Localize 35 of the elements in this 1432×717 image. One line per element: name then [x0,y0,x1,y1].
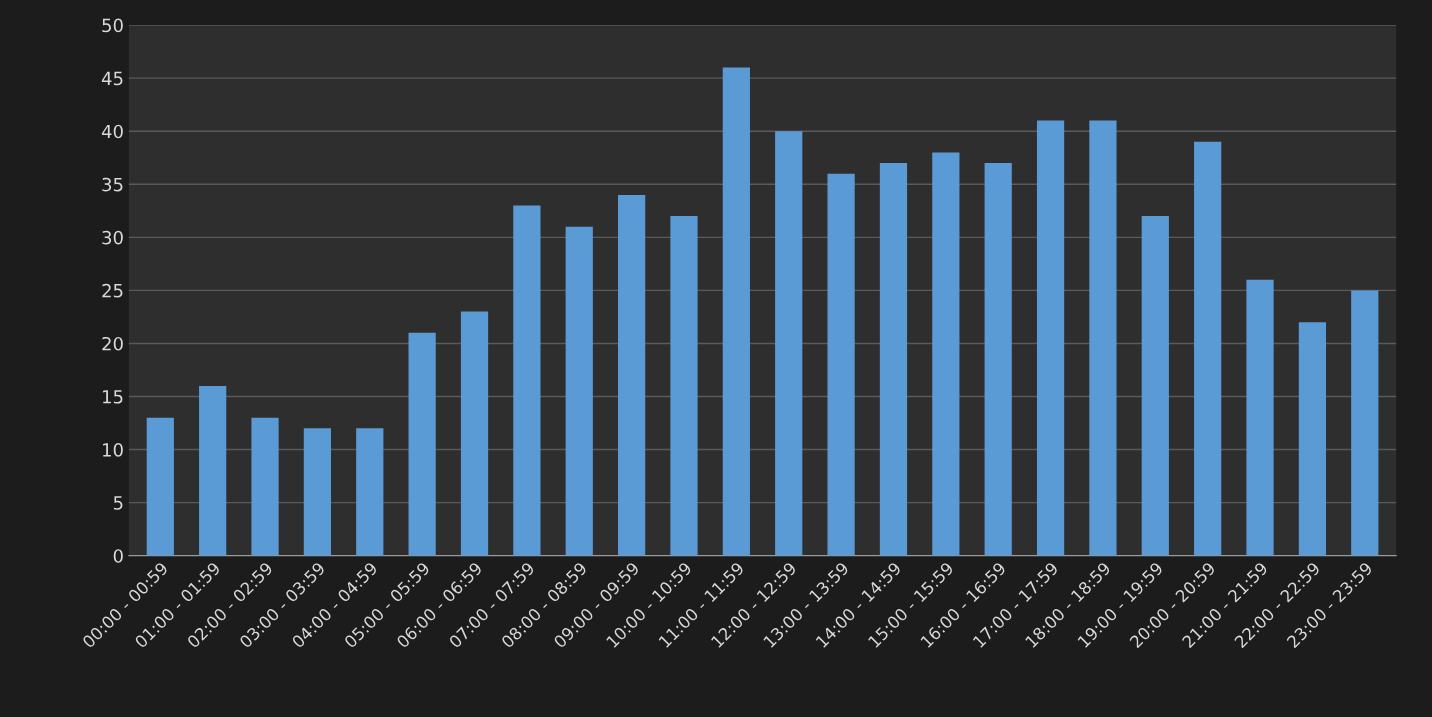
bar [1351,290,1379,556]
bar [670,216,698,556]
bar [984,163,1012,556]
bar [303,428,332,556]
bar [618,194,646,556]
bar [932,152,960,556]
y-tick-label: 5 [113,496,123,510]
bar [513,205,541,556]
bar [1141,216,1169,556]
bar [146,417,174,556]
y-tick-label: 45 [101,71,123,86]
bar [1036,120,1065,556]
bar [1089,120,1117,556]
y-tick-label: 20 [102,336,123,351]
y-tick-label: 0 [113,549,123,563]
y-tick-label: 25 [102,283,123,298]
bar [356,428,384,556]
bar [827,173,855,556]
bar [1246,279,1274,556]
bar [460,311,489,556]
bar [775,131,803,556]
y-tick-label: 40 [101,124,123,139]
y-tick-label: 15 [103,390,123,404]
y-tick-label: 50 [102,18,123,33]
bar [722,67,750,556]
y-tick-label: 30 [102,230,123,245]
bar [251,417,279,556]
bar [879,163,908,556]
bar [1298,322,1327,556]
y-tick-label: 35 [102,177,123,192]
bar [408,332,436,556]
bar [199,385,227,556]
y-tick-label: 10 [103,443,123,457]
bar [565,226,593,556]
bar [1194,141,1222,556]
